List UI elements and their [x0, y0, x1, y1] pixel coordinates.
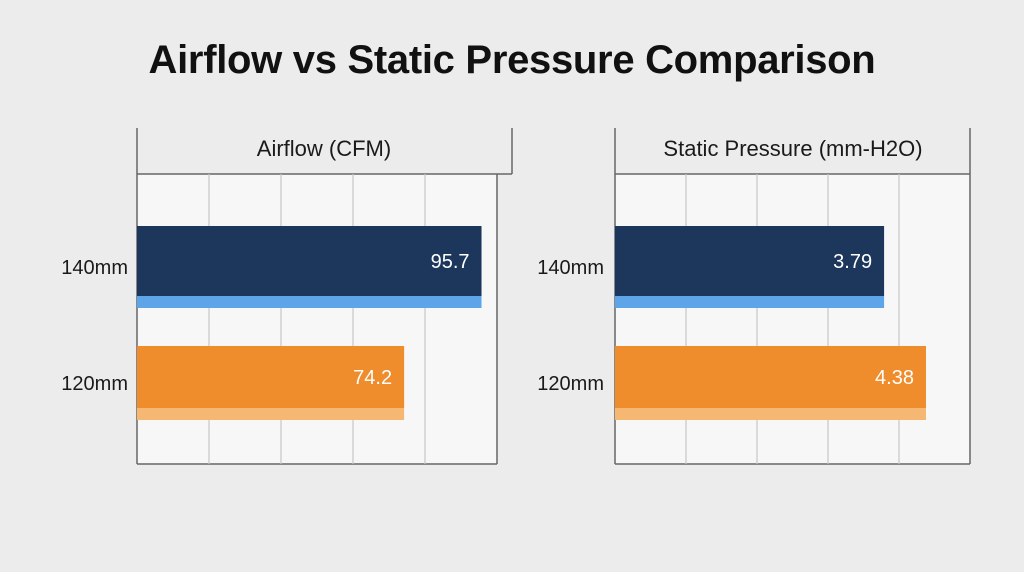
- bar-140mm: [615, 226, 885, 296]
- category-label: 120mm: [537, 373, 604, 395]
- category-label: 140mm: [537, 257, 604, 279]
- bar-accent-140mm: [137, 296, 482, 308]
- bar-accent-120mm: [615, 408, 926, 420]
- chart-panel-1: Airflow (CFM) 95.7 140mm 74.2 120mm: [61, 128, 513, 465]
- chart-title: Airflow vs Static Pressure Comparison: [148, 38, 876, 82]
- category-label: 140mm: [61, 257, 128, 279]
- bar-120mm: [615, 346, 926, 408]
- bar-140mm: [137, 226, 482, 296]
- data-label: 3.79: [833, 251, 872, 273]
- data-label: 4.38: [875, 367, 914, 389]
- data-label: 95.7: [431, 251, 470, 273]
- plot-area: [137, 174, 497, 464]
- chart-panel-2: Static Pressure (mm-H2O) 3.79 140mm 4.38 120…: [537, 128, 971, 465]
- category-label: 120mm: [61, 373, 128, 395]
- data-label: 74.2: [353, 367, 392, 389]
- bar-accent-140mm: [615, 296, 885, 308]
- plot-area: [615, 174, 970, 464]
- bar-120mm: [137, 346, 405, 408]
- panel-title: Static Pressure (mm-H2O): [663, 136, 922, 161]
- bar-accent-120mm: [137, 408, 405, 420]
- panel-title: Airflow (CFM): [257, 136, 391, 161]
